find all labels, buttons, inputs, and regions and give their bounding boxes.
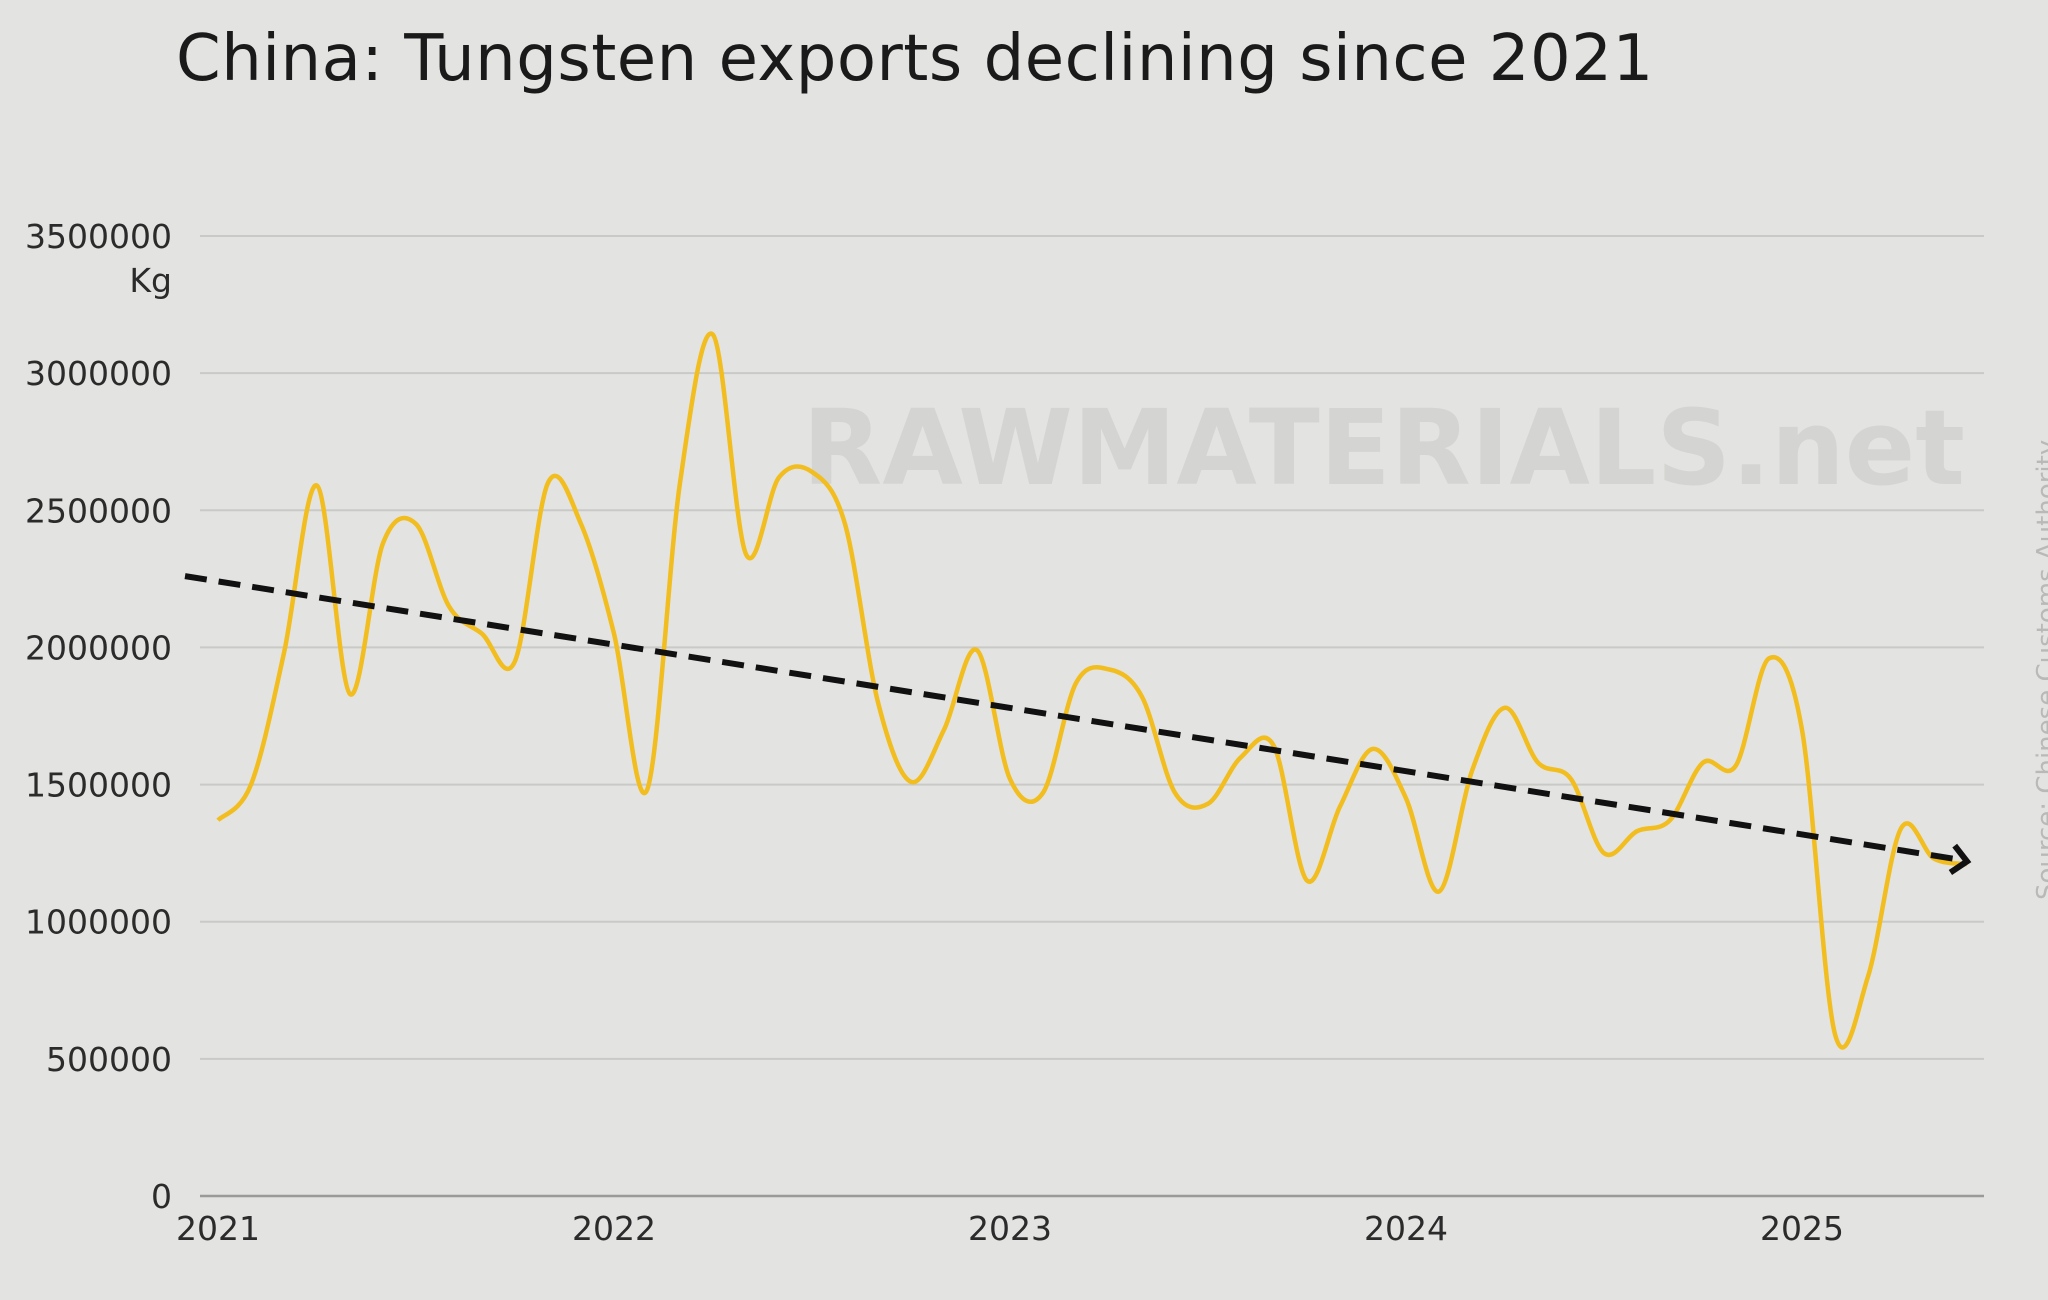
x-tick-label: 2023 bbox=[968, 1209, 1052, 1248]
gridlines bbox=[200, 235, 1984, 1198]
chart-title: China: Tungsten exports declining since … bbox=[176, 22, 1654, 96]
source-note: Source: Chinese Customs Authority bbox=[2032, 440, 2048, 900]
y-tick-label: 3000000 bbox=[25, 354, 172, 393]
trend-arrowhead bbox=[1948, 843, 1972, 876]
y-axis-unit-label: Kg bbox=[129, 261, 172, 300]
x-tick-labels: 2021 2022 2023 2024 2025 bbox=[176, 1209, 1844, 1248]
x-tick-label: 2025 bbox=[1760, 1209, 1844, 1248]
x-tick-label: 2024 bbox=[1364, 1209, 1448, 1248]
y-tick-label: 2000000 bbox=[25, 628, 172, 667]
watermark: RAWMATERIALS.net bbox=[802, 387, 1965, 509]
x-tick-label: 2022 bbox=[572, 1209, 656, 1248]
series-layer bbox=[216, 331, 1968, 1050]
y-tick-labels: 0 500000 1000000 1500000 2000000 2500000 30000… bbox=[25, 217, 172, 1216]
y-tick-label: 2500000 bbox=[25, 491, 172, 530]
y-tick-label: 3500000 bbox=[25, 217, 172, 256]
trend-layer bbox=[184, 573, 1972, 876]
y-tick-label: 1000000 bbox=[25, 903, 172, 942]
y-tick-label: 500000 bbox=[46, 1040, 172, 1079]
trend-line bbox=[184, 573, 1962, 863]
x-tick-label: 2021 bbox=[176, 1209, 260, 1248]
y-tick-label: 0 bbox=[151, 1177, 172, 1216]
y-tick-label: 1500000 bbox=[25, 766, 172, 805]
exports-line bbox=[216, 331, 1968, 1050]
